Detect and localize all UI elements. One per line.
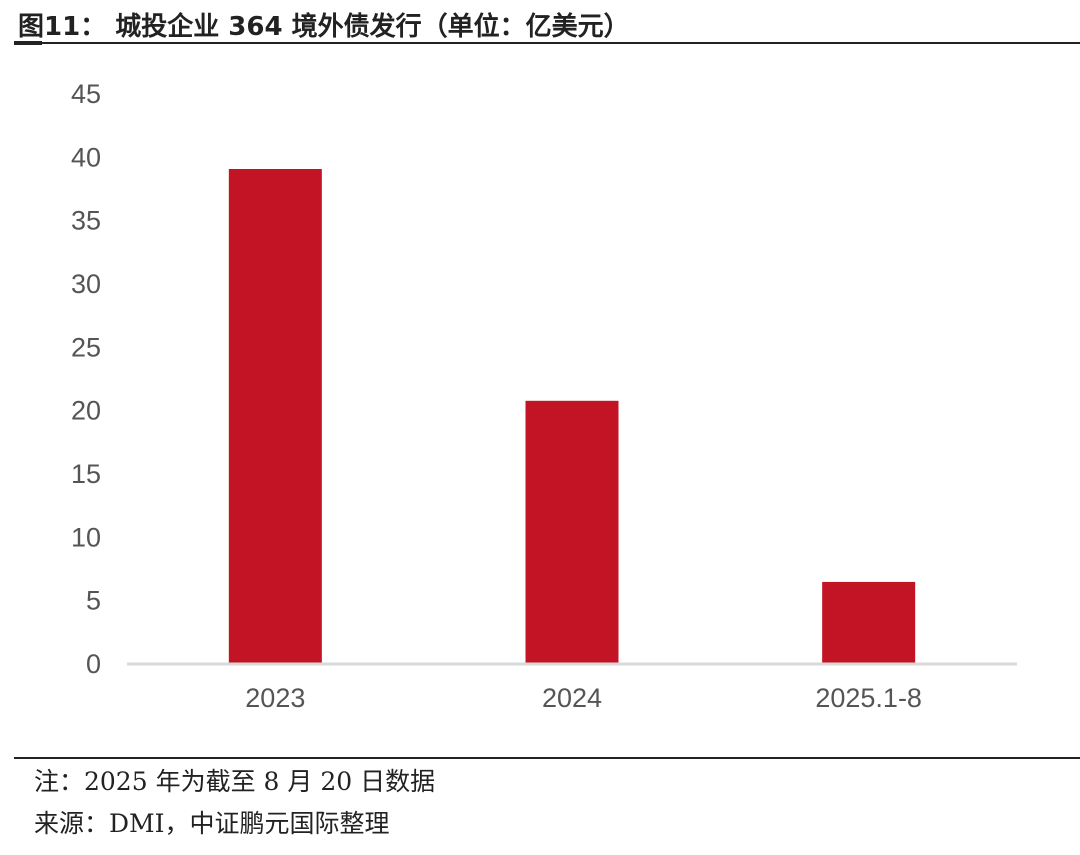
x-tick-label: 2025.1-8 [815, 683, 922, 713]
y-tick-label: 45 [71, 79, 101, 109]
y-tick-label: 35 [71, 206, 101, 236]
y-tick-label: 5 [86, 586, 101, 616]
bars [228, 169, 916, 663]
y-tick-label: 15 [71, 459, 101, 489]
y-tick-label: 25 [71, 332, 101, 362]
bar-chart: 0 5 10 15 20 25 30 35 40 45 2023 2024 2025.1-8 [71, 79, 1017, 713]
x-axis: 2023 2024 2025.1-8 [127, 662, 1017, 713]
bar-2024 [525, 400, 619, 663]
y-axis: 0 5 10 15 20 25 30 35 40 45 [71, 79, 101, 679]
x-tick-label: 2023 [245, 683, 305, 713]
y-tick-label: 40 [71, 142, 101, 172]
y-tick-label: 20 [71, 396, 101, 426]
y-tick-label: 30 [71, 269, 101, 299]
x-tick-label: 2024 [542, 683, 602, 713]
title-divider [14, 42, 1080, 44]
chart-title: 图11： 城投企业 364 境外债发行（单位：亿美元） [18, 12, 630, 42]
title-divider-accent [14, 41, 42, 45]
y-tick-label: 0 [86, 649, 101, 679]
chart-note: 注：2025 年为截至 8 月 20 日数据 [34, 767, 436, 796]
footer-divider [14, 757, 1080, 759]
bar-2023 [228, 169, 322, 663]
y-tick-label: 10 [71, 522, 101, 552]
chart-source: 来源：DMI，中证鹏元国际整理 [34, 809, 390, 838]
bar-2025.1-8 [822, 581, 916, 663]
